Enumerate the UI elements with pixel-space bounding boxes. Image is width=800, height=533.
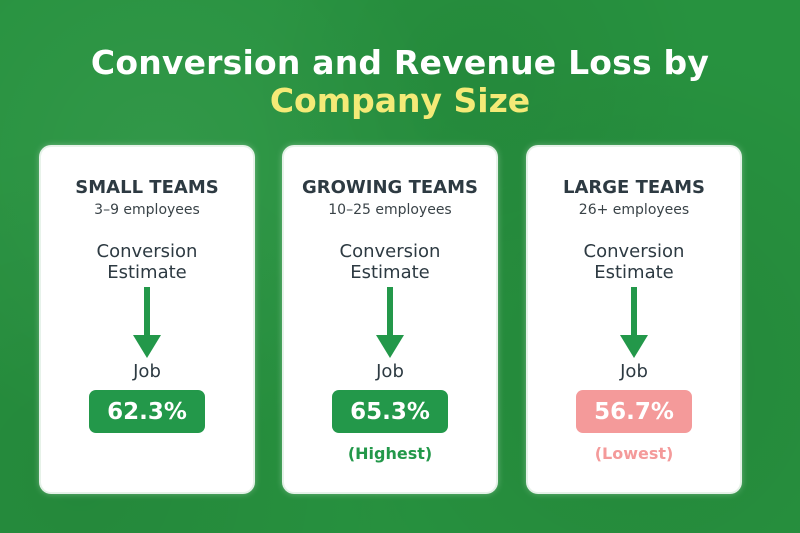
- conversion-label: Conversion Estimate: [528, 241, 740, 283]
- job-label: Job: [133, 361, 161, 382]
- team-name: LARGE TEAMS: [563, 177, 705, 198]
- conversion-label: Conversion Estimate: [41, 241, 253, 283]
- card-large-teams: LARGE TEAMS 26+ employees Conversion Est…: [528, 147, 740, 492]
- employee-range: 3–9 employees: [94, 202, 200, 218]
- job-label: Job: [376, 361, 404, 382]
- arrow-down-icon: [133, 287, 161, 358]
- conversion-label-line-1: Conversion: [96, 241, 198, 262]
- conversion-rate-badge: 62.3%: [89, 390, 205, 433]
- highest-note: (Highest): [347, 444, 433, 463]
- team-name: SMALL TEAMS: [75, 177, 219, 198]
- conversion-label-line-1: Conversion: [583, 241, 685, 262]
- employee-range: 26+ employees: [578, 202, 690, 218]
- title-line-1: Conversion and Revenue Loss by: [90, 43, 710, 82]
- job-label: Job: [620, 361, 648, 382]
- conversion-label-line-2: Estimate: [107, 262, 187, 283]
- title-line-2: Company Size: [269, 81, 531, 120]
- conversion-label-line-2: Estimate: [594, 262, 674, 283]
- team-name: GROWING TEAMS: [302, 177, 478, 198]
- conversion-rate-badge: 65.3%: [332, 390, 448, 433]
- conversion-label-line-1: Conversion: [339, 241, 441, 262]
- conversion-rate-badge: 56.7%: [576, 390, 692, 433]
- arrow-down-icon: [376, 287, 404, 358]
- conversion-label: Conversion Estimate: [284, 241, 496, 283]
- lowest-note: (Lowest): [594, 444, 674, 463]
- employee-range: 10–25 employees: [328, 202, 452, 218]
- conversion-label-line-2: Estimate: [350, 262, 430, 283]
- card-small-teams: SMALL TEAMS 3–9 employees Conversion Est…: [41, 147, 253, 492]
- page-title: Conversion and Revenue Loss by Company S…: [0, 44, 800, 120]
- card-growing-teams: GROWING TEAMS 10–25 employees Conversion…: [284, 147, 496, 492]
- arrow-down-icon: [620, 287, 648, 358]
